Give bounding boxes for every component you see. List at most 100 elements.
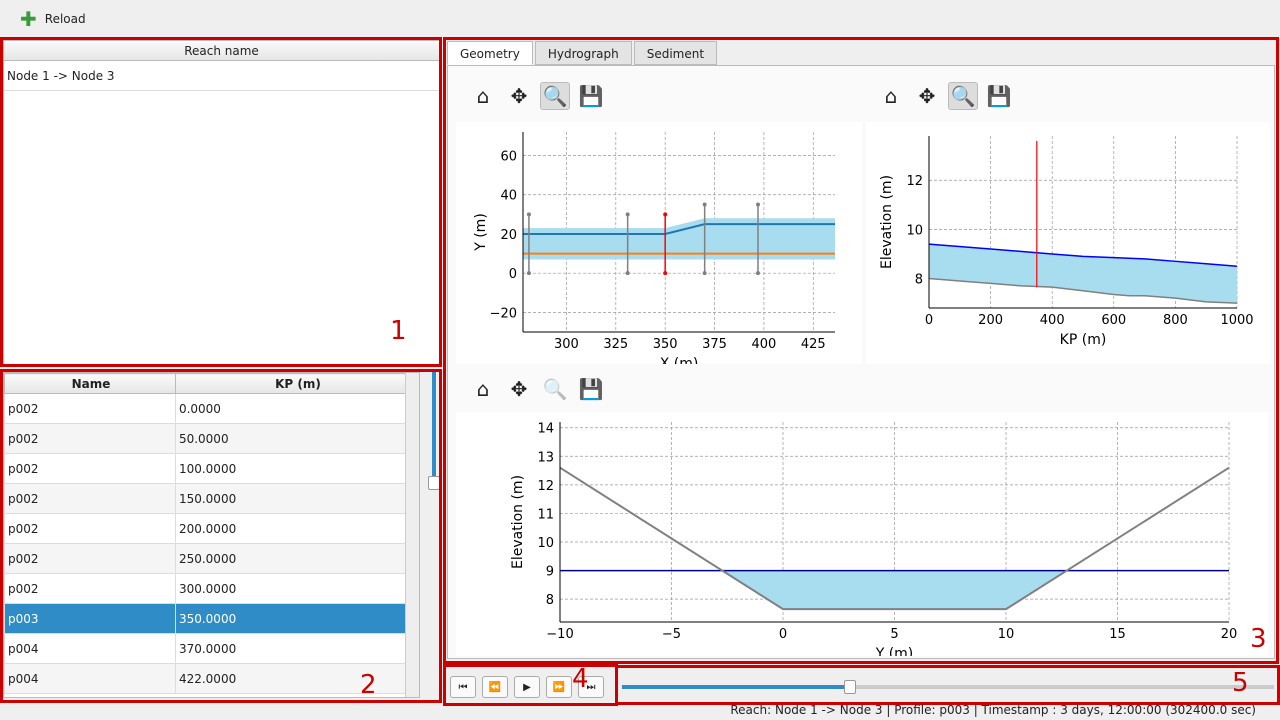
pan-icon[interactable]: ✥ (510, 84, 528, 108)
plan-view-chart[interactable]: 300 325 350 375 400 425 −20 0 20 40 60 X (m) Y (m) (456, 122, 862, 364)
rewind-icon[interactable]: ⏪ (482, 676, 508, 698)
y-tick-label: 14 (537, 422, 554, 437)
y-tick-label: 8 (915, 273, 923, 288)
region-3-frame (443, 37, 1279, 664)
table-row[interactable]: p002 0.0000 (4, 393, 419, 424)
name-cell: p004 (4, 663, 176, 694)
table-row[interactable]: p002 50.0000 (4, 423, 419, 454)
col-name[interactable]: Name (4, 373, 176, 394)
pan-icon[interactable]: ✥ (510, 377, 528, 401)
x-tick-label: 0 (779, 627, 787, 642)
zoom-icon[interactable]: 🔍 (948, 82, 978, 110)
home-icon[interactable]: ⌂ (476, 84, 490, 108)
y-tick-label: −20 (490, 306, 517, 321)
table-row[interactable]: p003 350.0000 (4, 603, 419, 634)
y-tick-label: 10 (537, 536, 554, 551)
profile-point (702, 271, 707, 276)
profile-point (663, 271, 668, 276)
zoom-icon[interactable]: 🔍 (540, 82, 570, 110)
longitudinal-profile-chart[interactable]: 0 200 400 600 800 1000 8 10 12 KP (m) Elevation (m… (866, 122, 1270, 364)
kp-cell: 100.0000 (174, 453, 419, 484)
y-tick-label: 9 (546, 565, 554, 580)
region-1-frame (0, 37, 442, 367)
channel-band (523, 218, 835, 260)
x-tick-label: 350 (653, 337, 678, 352)
table-row[interactable]: p002 300.0000 (4, 573, 419, 604)
profile-point (526, 212, 531, 217)
profile-point (755, 271, 760, 276)
x-tick-label: 15 (1109, 627, 1126, 642)
x-axis-label: Y (m) (875, 646, 914, 656)
x-tick-label: 400 (751, 337, 776, 352)
zoom-icon[interactable]: 🔍 (542, 377, 568, 401)
table-scrollbar[interactable] (405, 373, 419, 697)
pan-icon[interactable]: ✥ (918, 84, 936, 108)
y-axis-label: Elevation (m) (879, 175, 895, 269)
home-icon[interactable]: ⌂ (476, 377, 490, 401)
cross-section-chart[interactable]: −10 −5 0 5 10 15 20 8 9 10 11 12 13 14 Y (m) Elevation … (456, 412, 1268, 656)
y-tick-label: 12 (906, 174, 923, 189)
name-cell: p002 (4, 453, 176, 484)
tab-hydrograph[interactable]: Hydrograph (534, 41, 632, 65)
reach-header: Reach name (4, 41, 439, 61)
water-area (722, 570, 1067, 610)
table-row[interactable]: p002 250.0000 (4, 543, 419, 574)
water-line (928, 243, 1238, 267)
reload-button[interactable]: Reload (44, 12, 86, 26)
last-icon[interactable]: ⏭ (578, 676, 604, 698)
reach-list: Reach name Node 1 -> Node 3 (3, 40, 440, 365)
x-tick-label: 375 (702, 337, 727, 352)
profile-point (663, 212, 668, 217)
table-row[interactable]: p004 422.0000 (4, 663, 419, 694)
y-tick-label: 0 (509, 267, 517, 282)
kp-cell: 50.0000 (174, 423, 419, 454)
tab-sediment[interactable]: Sediment (633, 41, 718, 65)
play-icon[interactable]: ▶ (514, 676, 540, 698)
kp-cell: 0.0000 (174, 393, 419, 424)
region-5-frame (615, 665, 1280, 705)
bed-line (928, 277, 1238, 304)
tab-bar: Geometry Hydrograph Sediment (447, 41, 719, 65)
forward-icon[interactable]: ⏩ (546, 676, 572, 698)
status-bar: Reach: Node 1 -> Node 3 | Profile: p003 … (730, 703, 1256, 717)
plot-toolbar-3: ⌂ ✥ 🔍 💾 (468, 375, 606, 403)
plot-toolbar-1: ⌂ ✥ 🔍 💾 (468, 82, 606, 110)
profile-point (625, 212, 630, 217)
home-icon[interactable]: ⌂ (884, 84, 898, 108)
x-tick-label: 325 (603, 337, 628, 352)
timeline-slider[interactable] (622, 680, 1274, 694)
tab-geometry[interactable]: Geometry (447, 41, 533, 65)
profile-point (755, 202, 760, 207)
first-icon[interactable]: ⏮ (450, 676, 476, 698)
y-tick-label: 10 (906, 223, 923, 238)
name-cell: p002 (4, 483, 176, 514)
profile-table: Name KP (m) p002 0.0000 p002 50.0000 p002 100.0… (3, 372, 420, 698)
table-row[interactable]: p002 200.0000 (4, 513, 419, 544)
save-icon[interactable]: 💾 (986, 84, 1012, 108)
x-tick-label: 1000 (1220, 313, 1253, 328)
x-tick-label: −5 (662, 627, 681, 642)
x-axis-label: KP (m) (1060, 332, 1107, 348)
x-tick-label: 10 (998, 627, 1015, 642)
save-icon[interactable]: 💾 (578, 377, 604, 401)
region-4-frame (443, 664, 618, 706)
table-row[interactable]: p002 100.0000 (4, 453, 419, 484)
y-tick-label: 12 (537, 479, 554, 494)
kp-cell: 200.0000 (174, 513, 419, 544)
y-tick-label: 40 (500, 189, 517, 204)
region-label-4: 4 (572, 664, 589, 694)
name-cell: p002 (4, 573, 176, 604)
x-tick-label: 5 (890, 627, 898, 642)
reach-item[interactable]: Node 1 -> Node 3 (4, 61, 439, 91)
name-cell: p002 (4, 423, 176, 454)
region-label-1: 1 (390, 316, 407, 346)
plus-icon[interactable]: ✚ (20, 7, 37, 31)
y-axis-label: Y (m) (473, 213, 489, 252)
table-row[interactable]: p002 150.0000 (4, 483, 419, 514)
region-label-3: 3 (1250, 624, 1267, 654)
save-icon[interactable]: 💾 (578, 84, 604, 108)
region-label-5: 5 (1232, 668, 1249, 698)
y-tick-label: 8 (546, 593, 554, 608)
profile-point (625, 271, 630, 276)
water-area (929, 244, 1237, 304)
